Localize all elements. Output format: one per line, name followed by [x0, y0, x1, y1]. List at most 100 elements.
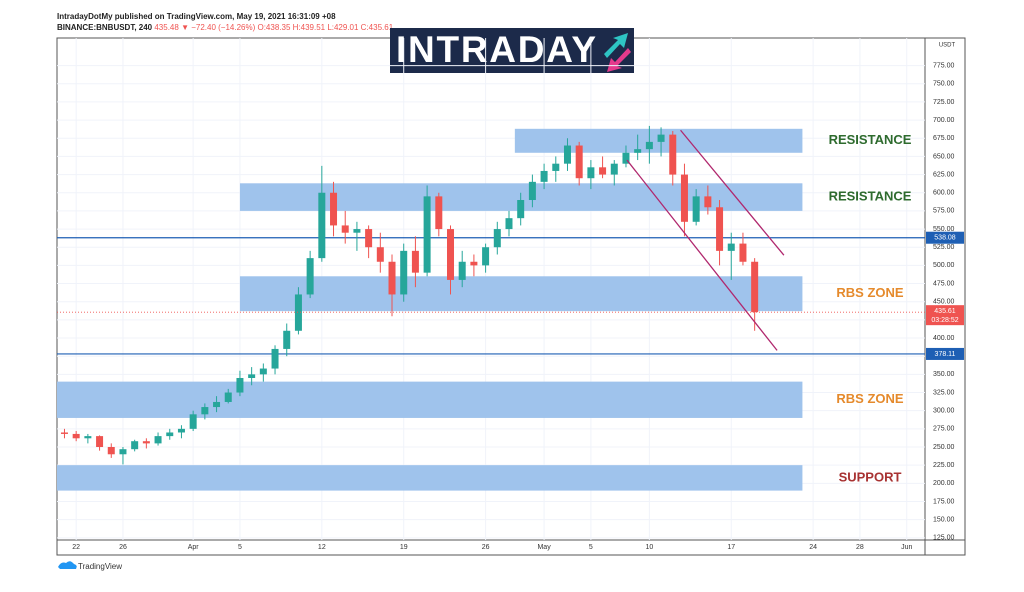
x-tick-label: 5 — [238, 544, 242, 551]
candle-body — [248, 374, 256, 378]
candle-body — [517, 200, 525, 219]
y-tick-label: 725.00 — [933, 99, 955, 106]
candle-body — [236, 377, 244, 393]
x-tick-label: 12 — [318, 544, 326, 551]
y-tick-label: 700.00 — [933, 117, 955, 124]
y-tick-label: 675.00 — [933, 135, 955, 142]
candle-body — [330, 192, 338, 226]
candle-body — [634, 149, 642, 153]
x-tick-label: 26 — [482, 544, 490, 551]
y-tick-label: 350.00 — [933, 371, 955, 378]
candle-body — [365, 229, 373, 248]
x-tick-label: 22 — [72, 544, 80, 551]
x-tick-label: May — [537, 544, 551, 551]
candle-body — [645, 141, 653, 150]
y-tick-label: 650.00 — [933, 153, 955, 160]
y-tick-label: 625.00 — [933, 171, 955, 178]
zone-label: RBS ZONE — [836, 285, 904, 300]
plot-area — [57, 38, 925, 540]
zone — [239, 276, 803, 312]
countdown-label: 03:28:52 — [931, 317, 958, 324]
candle-body — [552, 163, 560, 171]
y-tick-label: 400.00 — [933, 335, 955, 342]
candle-body — [341, 225, 349, 233]
candle-body — [716, 207, 724, 251]
y-tick-label: 125.00 — [933, 535, 955, 542]
candle-body — [505, 218, 513, 230]
candle-body — [259, 368, 267, 375]
price-badge-label: 378.11 — [935, 351, 956, 358]
y-tick-label: 225.00 — [933, 462, 955, 469]
candle-body — [400, 250, 408, 295]
y-tick-label: 550.00 — [933, 226, 955, 233]
candle-body — [294, 294, 302, 331]
zone-label: RESISTANCE — [829, 189, 912, 204]
y-tick-label: 450.00 — [933, 299, 955, 306]
candle-body — [142, 441, 150, 444]
x-tick-label: Apr — [188, 544, 200, 551]
zone-label: RESISTANCE — [829, 132, 912, 147]
y-tick-label: 275.00 — [933, 426, 955, 433]
x-tick-label: Jun — [901, 544, 912, 551]
y-tick-label: 475.00 — [933, 280, 955, 287]
candle-body — [423, 196, 431, 273]
candle-body — [435, 196, 443, 230]
y-tick-label: 175.00 — [933, 498, 955, 505]
last: 435.48 — [154, 23, 179, 32]
candle-body — [224, 392, 232, 402]
candle-body — [563, 145, 571, 164]
last-price-badge — [926, 305, 964, 326]
candle-body — [318, 192, 326, 259]
header-symbol: BINANCE:BNBUSDT, 240 435.48 ▼ −72.40 (−1… — [57, 23, 394, 32]
y-tick-label: 750.00 — [933, 81, 955, 88]
candle-body — [201, 407, 209, 415]
candle-body — [727, 243, 735, 251]
candle-body — [154, 436, 162, 444]
candle-body — [376, 247, 384, 262]
logo: INTRADAY — [390, 28, 634, 73]
candle-body — [107, 447, 115, 455]
candle-body — [72, 433, 80, 439]
y-tick-label: 150.00 — [933, 517, 955, 524]
candle-body — [680, 174, 688, 222]
x-tick-label: 17 — [727, 544, 735, 551]
channel-line — [626, 159, 778, 351]
candle-body — [119, 449, 127, 455]
y-tick-label: 250.00 — [933, 444, 955, 451]
x-tick-label: 19 — [400, 544, 408, 551]
candle-body — [528, 181, 536, 201]
x-tick-label: 24 — [809, 544, 817, 551]
candle-body — [411, 250, 419, 273]
candle-body — [704, 196, 712, 208]
zone — [57, 381, 803, 418]
candle-body — [540, 170, 548, 182]
x-tick-label: 28 — [856, 544, 864, 551]
candle-body — [470, 261, 478, 266]
candle-body — [587, 167, 595, 179]
y-tick-label: 325.00 — [933, 389, 955, 396]
candle-body — [739, 243, 747, 262]
candle-body — [458, 261, 466, 280]
candle-body — [96, 436, 104, 448]
price-badge — [926, 347, 964, 360]
zone — [57, 465, 803, 491]
x-tick-label: 10 — [645, 544, 653, 551]
footer-brand: TradingView — [78, 562, 122, 571]
zone-label: RBS ZONE — [836, 391, 904, 406]
y-tick-label: 775.00 — [933, 62, 955, 69]
logo-arrow-up — [604, 33, 628, 58]
candle-body — [447, 229, 455, 280]
x-tick-label: 5 — [589, 544, 593, 551]
candle-body — [271, 348, 279, 369]
x-tick-label: 26 — [119, 544, 127, 551]
y-tick-label: 600.00 — [933, 190, 955, 197]
candle-body — [575, 145, 583, 179]
y-tick-label: 525.00 — [933, 244, 955, 251]
y-tick-label: 300.00 — [933, 408, 955, 415]
currency-label: USDT — [939, 43, 956, 49]
candle-body — [306, 258, 314, 295]
candle-body — [388, 261, 396, 295]
candle-body — [751, 261, 759, 313]
ohlc: O:438.35 H:439.51 L:429.01 C:435.61 — [257, 23, 393, 32]
